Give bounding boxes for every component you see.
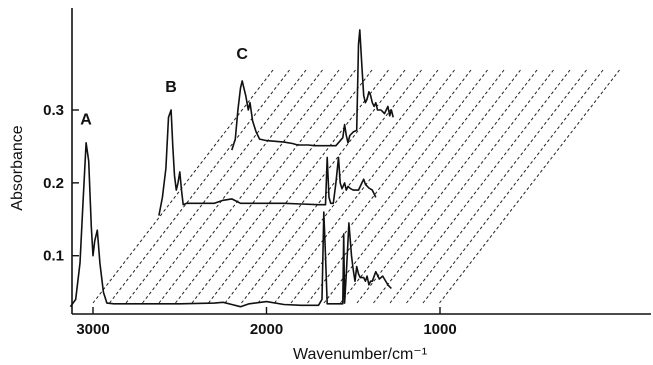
- hatch-line: [307, 69, 488, 304]
- hatch-line: [109, 69, 290, 304]
- hatch-line: [422, 69, 604, 304]
- peak-labels: A B C: [80, 46, 248, 129]
- hatch-line: [208, 69, 389, 304]
- hatch-line: [439, 69, 620, 304]
- spectrum-trace-a: [69, 142, 392, 308]
- y-tick-label: 0.1: [43, 248, 64, 265]
- x-tick-label: 3000: [76, 321, 109, 338]
- axes: 0.1 0.2 0.3 3000 2000 1000: [43, 8, 651, 338]
- hatch-line: [406, 69, 587, 304]
- hatch-line: [274, 69, 455, 304]
- hatch-line: [241, 69, 422, 304]
- hatch-line: [142, 69, 323, 304]
- peak-label-a: A: [80, 112, 92, 129]
- peak-label-b: B: [165, 79, 177, 96]
- hatch-line: [373, 69, 554, 304]
- x-axis-label: Wavenumber/cm⁻¹: [293, 346, 427, 363]
- hatch-line: [125, 69, 307, 304]
- spectra-traces: [69, 29, 394, 308]
- hatch-line: [224, 69, 406, 304]
- spectrum-trace-c: [231, 29, 394, 151]
- hatch-line: [290, 69, 472, 304]
- hatch-line: [389, 69, 571, 304]
- x-tick-label: 2000: [250, 321, 283, 338]
- x-tick-label: 1000: [423, 321, 456, 338]
- y-axis-label: Absorbance: [9, 125, 26, 210]
- hatch-line: [323, 69, 505, 304]
- y-tick-label: 0.2: [43, 175, 64, 192]
- peak-label-c: C: [236, 46, 248, 63]
- spectrum-trace-b: [158, 109, 377, 216]
- y-tick-label: 0.3: [43, 102, 64, 119]
- hatch-line: [92, 69, 274, 304]
- hatch-line: [356, 69, 538, 304]
